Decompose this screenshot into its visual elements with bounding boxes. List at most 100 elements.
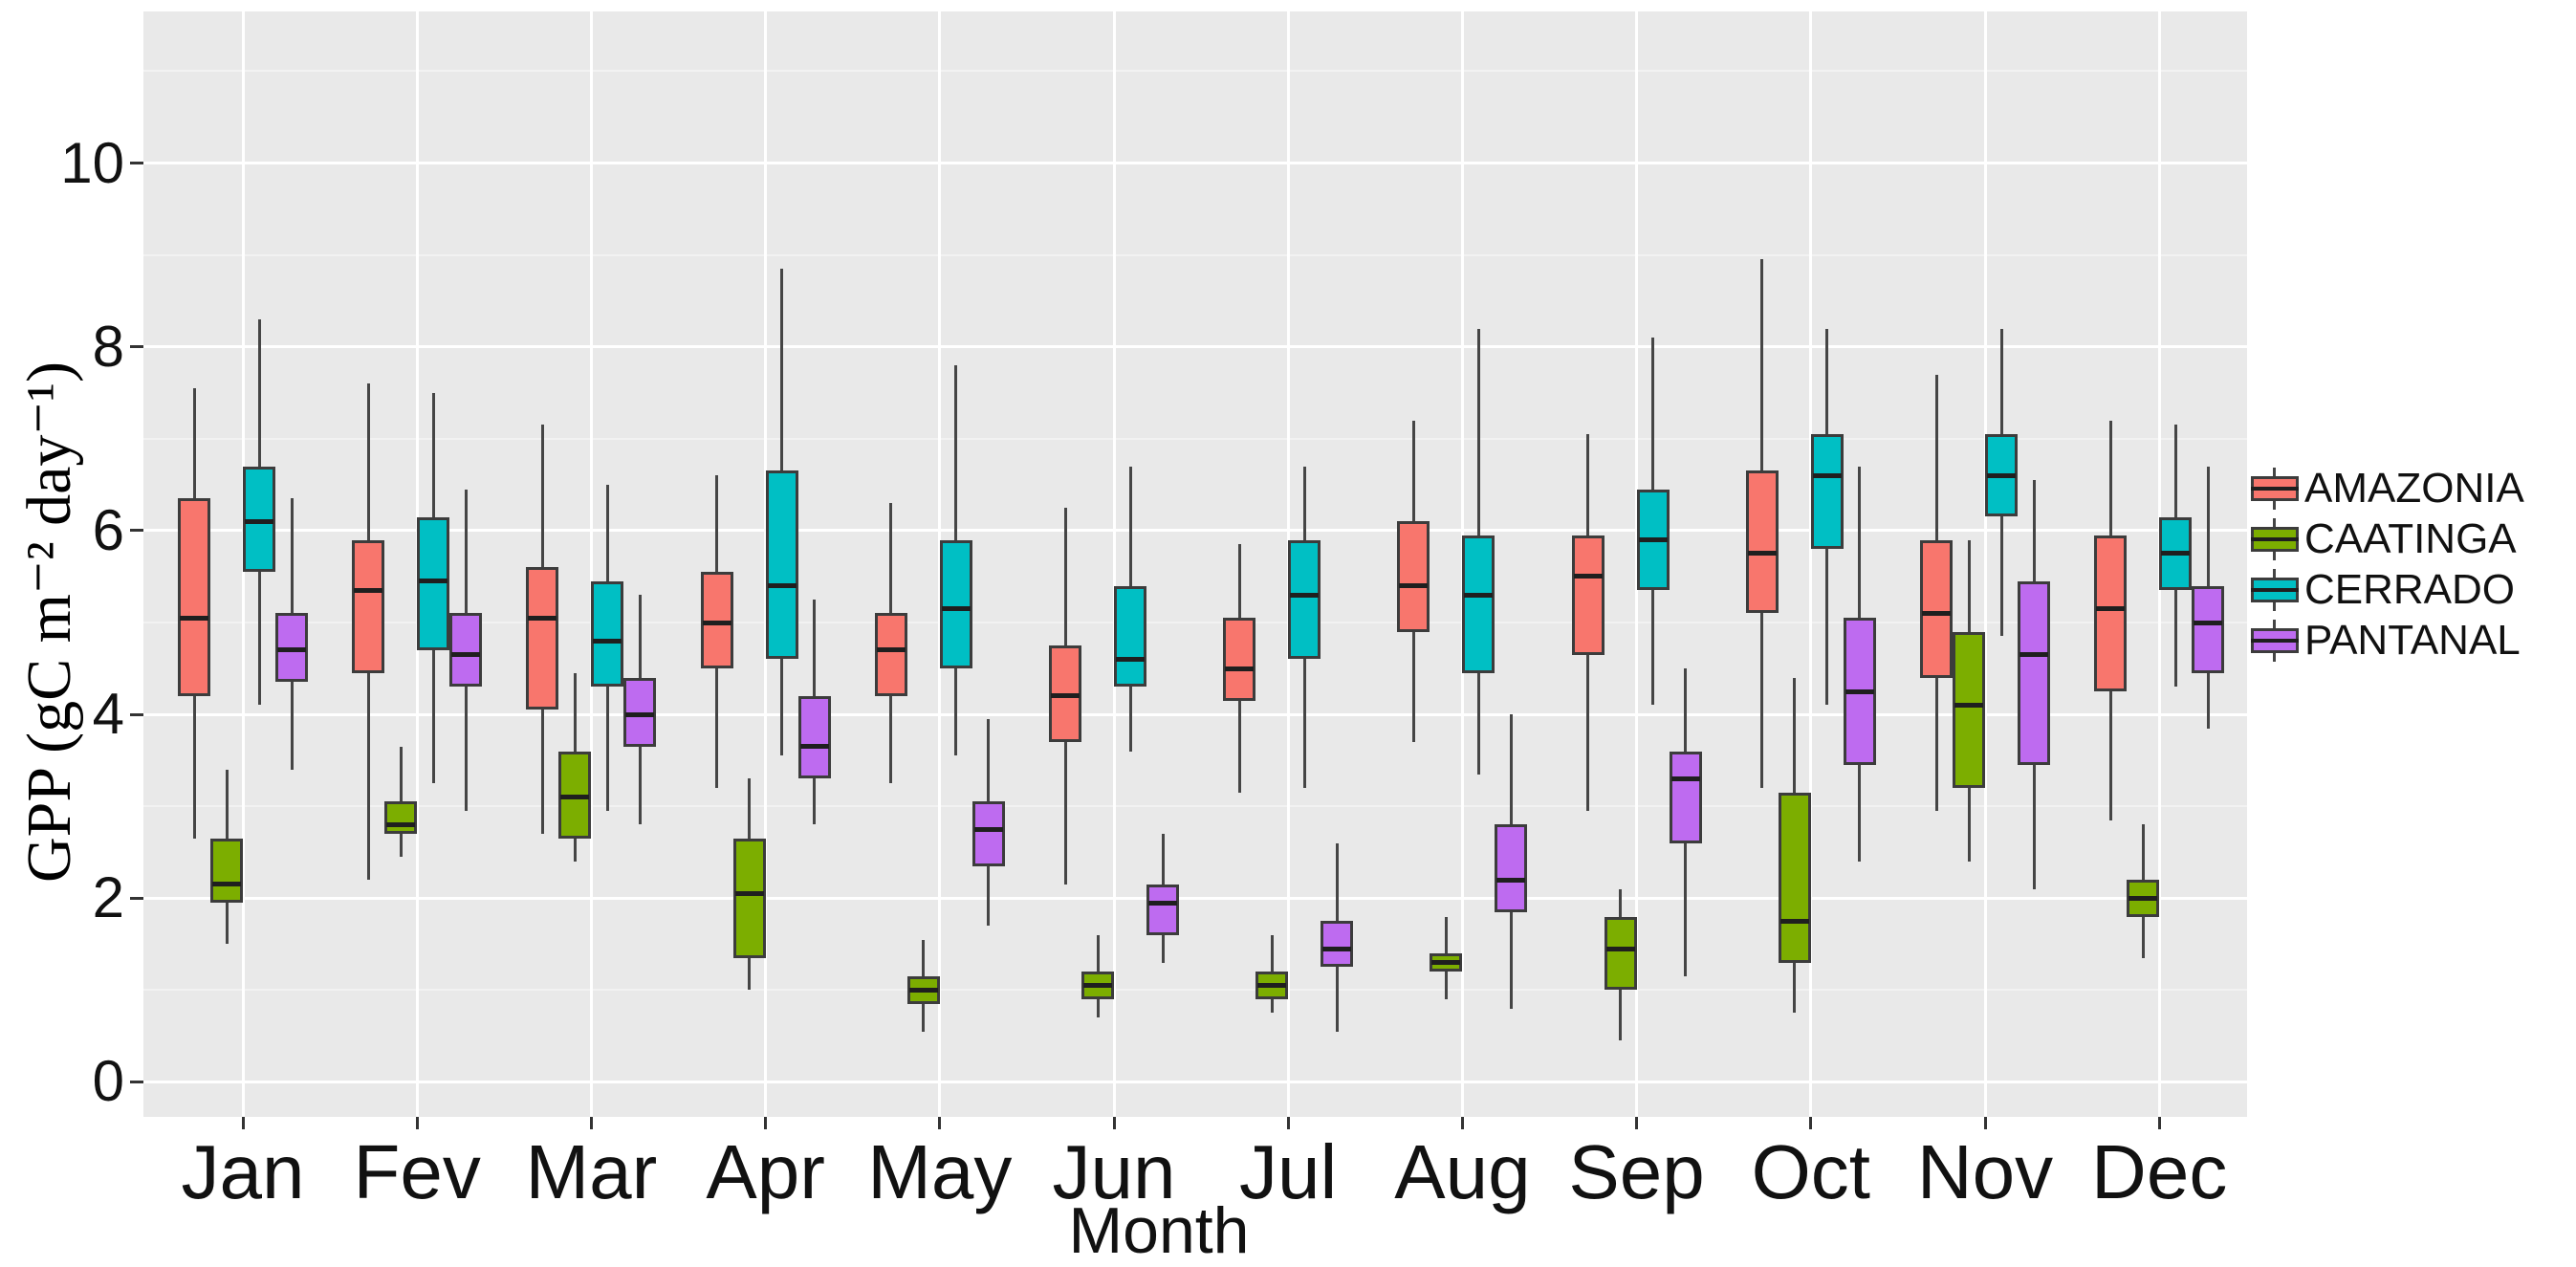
x-tick-label-oct: Oct	[1751, 1129, 1871, 1214]
gridline-minor-y9	[143, 253, 2247, 256]
median-amazonia-dec	[2096, 606, 2126, 612]
boxplot-key-icon	[2251, 567, 2299, 613]
box-amazonia-fev	[352, 539, 385, 673]
box-amazonia-sep	[1571, 535, 1605, 655]
box-amazonia-aug	[1397, 521, 1430, 632]
legend-label-cerrado: CERRADO	[2304, 565, 2516, 613]
y-axis-title-wrap: GPP (gC m⁻² day⁻¹)	[6, 143, 92, 1100]
box-pantanal-may	[971, 801, 1005, 866]
box-amazonia-oct	[1745, 470, 1779, 614]
legend-label-amazonia: AMAZONIA	[2304, 464, 2524, 512]
y-tick-label-0: 0	[92, 1049, 124, 1114]
legend-key-median	[2251, 536, 2299, 541]
median-caatinga-jan	[212, 882, 241, 887]
x-tick-label-sep: Sep	[1568, 1129, 1705, 1214]
gridline-major-y4	[143, 712, 2247, 716]
median-amazonia-may	[876, 647, 906, 653]
y-tick-label-8: 8	[92, 314, 124, 379]
legend-key-median	[2251, 587, 2299, 592]
median-cerrado-jan	[245, 518, 273, 524]
y-tickmark-10	[130, 162, 143, 165]
boxplot-key-icon	[2251, 618, 2299, 664]
x-tick-label-nov: Nov	[1916, 1129, 2054, 1214]
x-tick-label-may: May	[867, 1129, 1013, 1214]
legend-key-median	[2251, 638, 2299, 643]
median-caatinga-apr	[734, 890, 764, 896]
box-caatinga-fev	[384, 801, 418, 835]
gridline-major-x-mar	[589, 11, 593, 1117]
gridline-major-x-nov	[1983, 11, 1987, 1117]
median-cerrado-dec	[2161, 551, 2191, 557]
x-tickmark-jul	[1286, 1117, 1290, 1129]
x-tickmark-fev	[415, 1117, 419, 1129]
box-pantanal-jun	[1146, 884, 1179, 935]
median-amazonia-fev	[354, 587, 383, 593]
box-pantanal-nov	[2018, 580, 2050, 765]
median-caatinga-fev	[386, 821, 416, 827]
median-pantanal-dec	[2194, 620, 2223, 625]
x-tick-label-jun: Jun	[1052, 1129, 1176, 1214]
y-tickmark-0	[130, 1080, 143, 1083]
gridline-major-y8	[143, 345, 2247, 349]
legend-item-cerrado: CERRADO	[2251, 564, 2524, 615]
median-amazonia-nov	[1922, 610, 1951, 616]
box-cerrado-mar	[591, 580, 624, 688]
box-pantanal-apr	[797, 695, 831, 779]
median-amazonia-jul	[1225, 666, 1255, 671]
box-pantanal-aug	[1495, 824, 1528, 912]
gridline-minor-y11	[143, 70, 2247, 73]
box-amazonia-jan	[178, 498, 210, 696]
median-pantanal-nov	[2019, 652, 2048, 658]
median-pantanal-jan	[277, 647, 306, 653]
legend: AMAZONIA CAATINGA CERRADO PANTANAL	[2251, 463, 2524, 666]
median-cerrado-sep	[1638, 537, 1668, 543]
legend-item-amazonia: AMAZONIA	[2251, 463, 2524, 513]
plot-panel	[143, 11, 2247, 1117]
boxplot-key-icon	[2251, 466, 2299, 512]
y-tickmark-8	[130, 345, 143, 349]
median-cerrado-fev	[419, 579, 448, 584]
x-tickmark-mar	[589, 1117, 593, 1129]
median-caatinga-mar	[560, 795, 590, 800]
gridline-minor-y5	[143, 622, 2247, 624]
median-pantanal-sep	[1670, 775, 1700, 781]
median-cerrado-nov	[1987, 472, 2016, 478]
box-caatinga-apr	[732, 838, 766, 958]
box-caatinga-sep	[1604, 916, 1637, 991]
gridline-major-y0	[143, 1080, 2247, 1083]
box-pantanal-jul	[1321, 921, 1354, 968]
median-amazonia-jan	[180, 615, 208, 621]
x-tick-label-dec: Dec	[2091, 1129, 2228, 1214]
y-tick-label-6: 6	[92, 497, 124, 562]
median-caatinga-aug	[1431, 960, 1461, 966]
x-tickmark-aug	[1460, 1117, 1464, 1129]
gridline-major-x-oct	[1809, 11, 1813, 1117]
median-pantanal-jul	[1322, 946, 1352, 951]
x-tick-label-aug: Aug	[1394, 1129, 1531, 1214]
median-pantanal-aug	[1496, 877, 1526, 883]
x-tickmark-jan	[241, 1117, 245, 1129]
x-tick-label-mar: Mar	[525, 1129, 658, 1214]
median-caatinga-dec	[2128, 895, 2158, 901]
y-tick-label-10: 10	[60, 130, 124, 195]
median-cerrado-apr	[767, 583, 797, 589]
median-cerrado-oct	[1812, 472, 1842, 478]
boxplot-key-icon	[2251, 516, 2299, 562]
legend-label-caatinga: CAATINGA	[2304, 514, 2517, 562]
box-amazonia-dec	[2094, 535, 2128, 692]
y-tickmark-6	[130, 529, 143, 533]
gridline-major-y2	[143, 896, 2247, 900]
y-tickmark-2	[130, 896, 143, 900]
box-cerrado-apr	[765, 470, 798, 660]
box-amazonia-may	[874, 613, 907, 696]
x-tickmark-jun	[1112, 1117, 1116, 1129]
median-caatinga-may	[908, 987, 938, 993]
box-amazonia-jul	[1223, 618, 1256, 701]
box-cerrado-jun	[1114, 585, 1146, 688]
gridline-major-x-jun	[1112, 11, 1116, 1117]
y-tick-label-4: 4	[92, 682, 124, 747]
median-amazonia-mar	[528, 615, 557, 621]
box-pantanal-fev	[449, 613, 483, 688]
x-tickmark-sep	[1635, 1117, 1639, 1129]
